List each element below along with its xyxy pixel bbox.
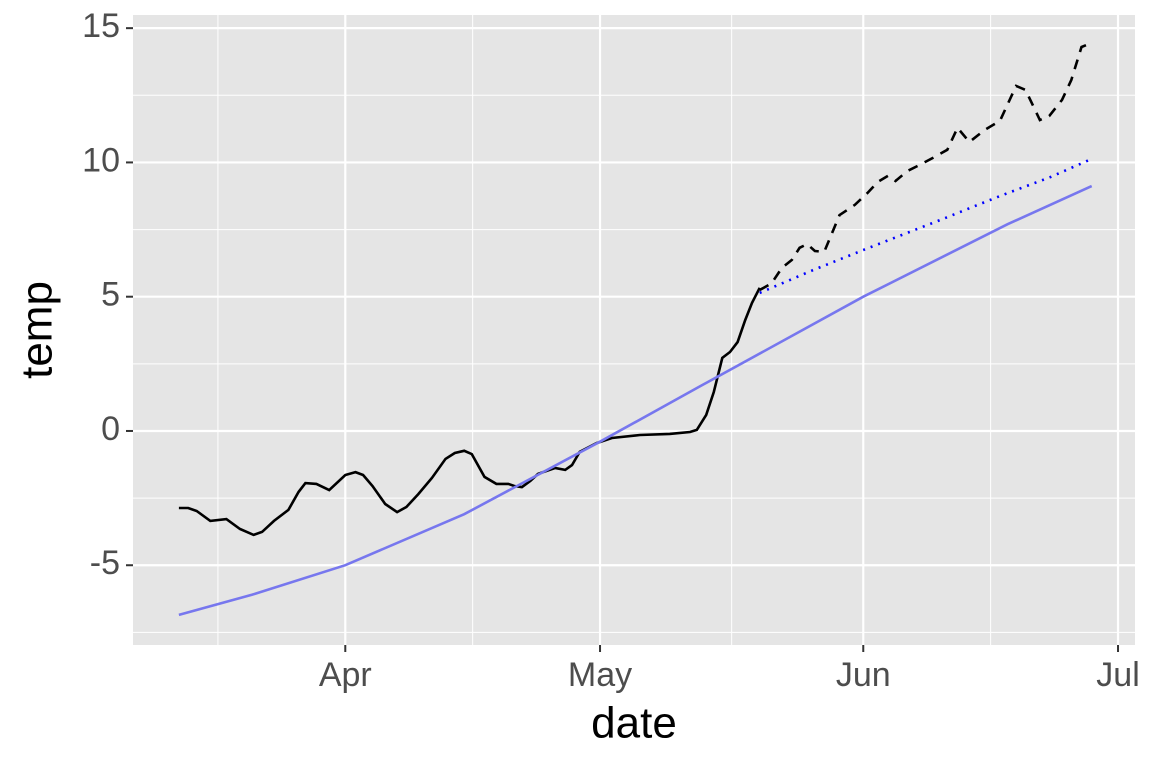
line bbox=[759, 157, 1093, 295]
y-axis-title: temp bbox=[13, 281, 62, 379]
x-tick-label: Jul bbox=[1096, 656, 1139, 694]
x-tick-label: May bbox=[568, 656, 632, 694]
y-tick-label: 15 bbox=[82, 7, 120, 45]
line bbox=[178, 184, 1093, 617]
line bbox=[759, 41, 1093, 292]
y-tick-label: 0 bbox=[101, 410, 120, 448]
panel bbox=[133, 15, 1135, 645]
x-axis-title: date bbox=[591, 699, 677, 748]
y-tick-label: 10 bbox=[82, 141, 120, 179]
line bbox=[178, 287, 761, 537]
y-tick-label: 5 bbox=[101, 276, 120, 314]
y-tick-label: -5 bbox=[90, 544, 120, 582]
x-tick-label: Apr bbox=[319, 656, 372, 694]
x-tick-label: Jun bbox=[836, 656, 891, 694]
